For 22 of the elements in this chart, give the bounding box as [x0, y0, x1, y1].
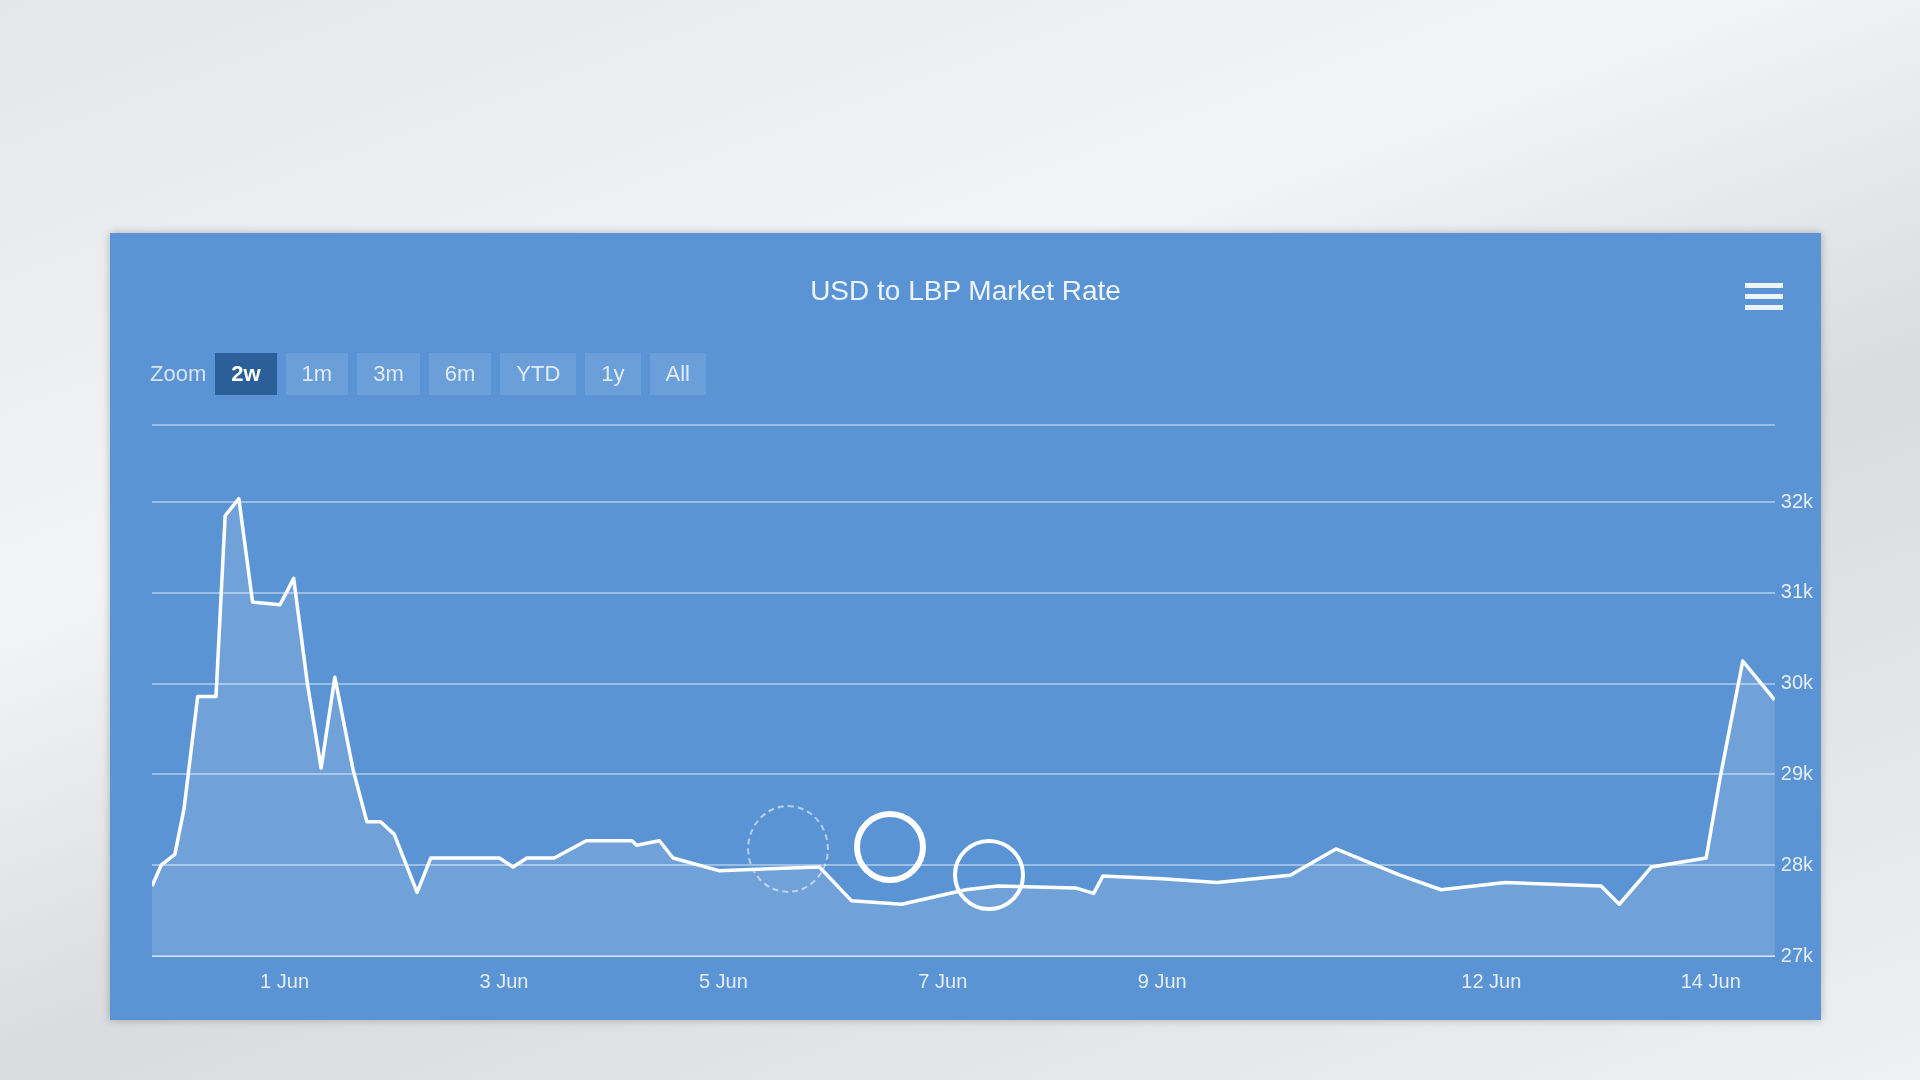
- x-tick-label: 5 Jun: [698, 969, 748, 992]
- x-tick-label: 12 Jun: [1461, 969, 1522, 992]
- text: 1y: [585, 353, 641, 395]
- chart-title: USD to LBP Market Rate: [809, 275, 1122, 307]
- text: YTD: [500, 353, 577, 395]
- text: 2w: [215, 353, 277, 395]
- x-tick-label: 9 Jun: [1137, 969, 1187, 992]
- x-tick-label: 7 Jun: [918, 969, 968, 992]
- x-tick-label: 3 Jun: [479, 969, 529, 992]
- text: Zoom: [150, 361, 207, 387]
- text: 6m: [428, 353, 492, 395]
- text: 3m: [357, 353, 420, 395]
- y-tick-label: 31k: [1780, 580, 1814, 603]
- text: All: [649, 353, 706, 395]
- text: 1m: [285, 353, 349, 395]
- y-tick-label: 28k: [1780, 852, 1814, 875]
- y-tick-label: 27k: [1780, 943, 1814, 966]
- y-tick-label: 32k: [1780, 489, 1814, 512]
- x-tick-label: 1 Jun: [260, 969, 310, 992]
- x-tick-label: 14 Jun: [1680, 969, 1741, 992]
- y-tick-label: 30k: [1780, 671, 1814, 694]
- y-tick-label: 29k: [1780, 761, 1814, 784]
